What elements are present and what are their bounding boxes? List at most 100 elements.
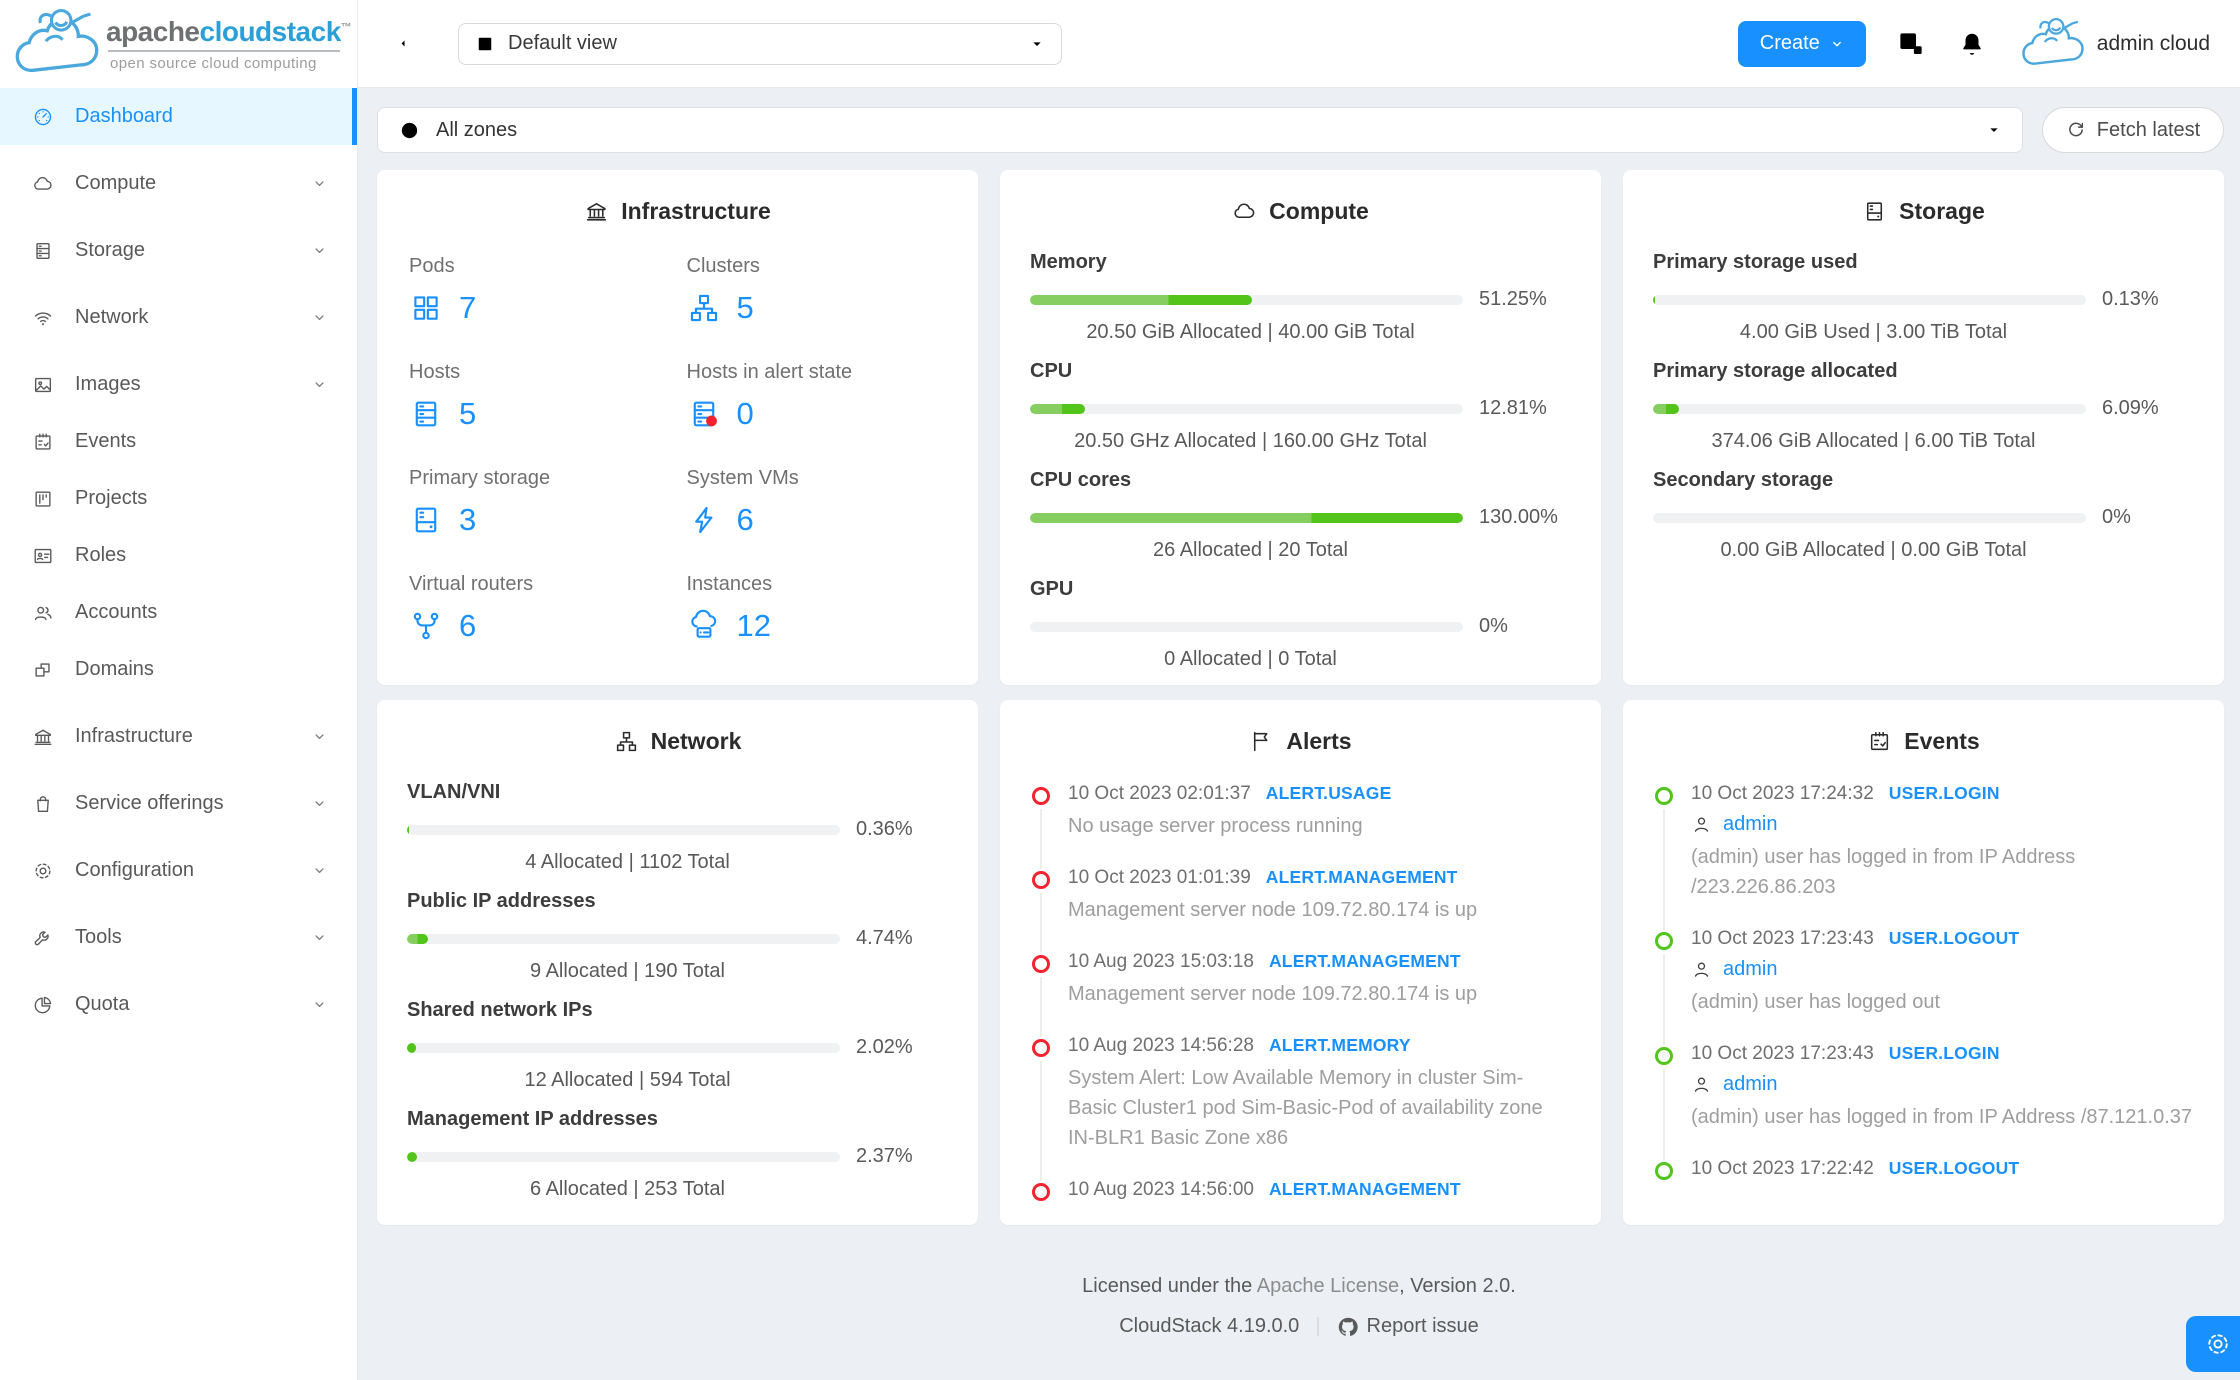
timeline-type-link[interactable]: USER.LOGIN	[1888, 1043, 2000, 1063]
stat-value-link[interactable]: 0	[687, 396, 754, 432]
database-icon	[32, 240, 54, 262]
metric-info: 0 Allocated | 0 Total	[1164, 648, 1337, 670]
stat-value-link[interactable]: 3	[409, 502, 476, 538]
create-button[interactable]: Create	[1737, 20, 1866, 67]
gear-icon	[2204, 1330, 2232, 1358]
stat-value-link[interactable]: 6	[409, 608, 476, 644]
zone-select-value: All zones	[436, 118, 518, 141]
timeline-user-link[interactable]: admin	[1723, 958, 1778, 980]
view-select-value: Default view	[508, 32, 617, 54]
user-name[interactable]: admin cloud	[2096, 31, 2210, 55]
timeline-type-link[interactable]: ALERT.USAGE	[1265, 783, 1392, 803]
metric-percent: 2.02%	[856, 1036, 913, 1058]
card-title-text: Alerts	[1286, 728, 1352, 754]
settings-fab-button[interactable]	[2186, 1316, 2240, 1372]
chevron-down-icon	[1029, 36, 1045, 52]
sidebar-item-tools[interactable]: Tools	[0, 909, 357, 966]
timeline-type-link[interactable]: ALERT.MEMORY	[1268, 1035, 1411, 1055]
sidebar-item-storage[interactable]: Storage	[0, 222, 357, 279]
cloud-icon	[32, 173, 54, 195]
stat-number: 3	[459, 502, 477, 537]
timeline-type-link[interactable]: ALERT.MANAGEMENT	[1265, 867, 1458, 887]
stat-number: 7	[459, 290, 477, 325]
infra-stat-instances: Instances 12	[687, 573, 949, 644]
progress-fill	[1030, 294, 1252, 305]
stat-value-link[interactable]: 5	[687, 290, 754, 326]
storage-card-title: Storage	[1653, 198, 2194, 225]
infra-stat-pods: Pods 7	[409, 255, 671, 326]
stat-value-link[interactable]: 12	[687, 608, 771, 644]
metric-percent: 12.81%	[1479, 397, 1547, 419]
app-logo[interactable]: apachecloudstack™ open source cloud comp…	[0, 0, 357, 88]
stat-value-link[interactable]: 7	[409, 290, 476, 326]
fetch-latest-button[interactable]: Fetch latest	[2042, 107, 2224, 153]
timeline-time: 10 Aug 2023 15:03:18	[1068, 951, 1254, 972]
apache-license-link[interactable]: Apache License	[1256, 1275, 1400, 1297]
brand-tm: ™	[340, 21, 352, 34]
timeline-user-link[interactable]: admin	[1723, 813, 1778, 835]
metric-primary-storage-used: Primary storage used 0.13% 4.00 GiB Used…	[1653, 251, 2194, 344]
metric-cpu: CPU 12.81% 20.50 GHz Allocated | 160.00 …	[1030, 360, 1571, 453]
sidebar-item-events[interactable]: Events	[0, 413, 357, 470]
user-avatar[interactable]	[2015, 15, 2091, 73]
stat-value-link[interactable]: 5	[409, 396, 476, 432]
stat-number: 0	[736, 396, 754, 431]
metric-gpu: GPU 0% 0 Allocated | 0 Total	[1030, 578, 1571, 671]
network-card-title: Network	[407, 728, 948, 755]
view-select[interactable]: Default view	[458, 22, 1062, 65]
globe-icon	[398, 119, 421, 142]
sidebar: apachecloudstack™ open source cloud comp…	[0, 0, 358, 1380]
metric-primary-storage-allocated: Primary storage allocated 6.09% 374.06 G…	[1653, 360, 2194, 453]
timeline-item: 10 Oct 2023 17:22:42 USER.LOGOUT	[1655, 1158, 2194, 1206]
zone-select[interactable]: All zones	[377, 107, 2023, 153]
bolt-icon	[687, 503, 721, 537]
progress-track	[1030, 294, 1463, 305]
compute-card-title: Compute	[1030, 198, 1571, 225]
sidebar-item-infrastructure[interactable]: Infrastructure	[0, 708, 357, 765]
github-icon	[1337, 1316, 1359, 1338]
storage-metrics: Primary storage used 0.13% 4.00 GiB Used…	[1653, 251, 2194, 562]
user-icon	[1691, 1074, 1712, 1095]
metric-info: 4.00 GiB Used | 3.00 TiB Total	[1739, 321, 2008, 343]
timeline-message: Management server node 109.72.80.174 is …	[1068, 983, 1478, 1005]
sidebar-item-service-offerings[interactable]: Service offerings	[0, 775, 357, 832]
stat-label: Virtual routers	[409, 573, 534, 595]
sidebar-item-dashboard[interactable]: Dashboard	[0, 88, 357, 145]
sidebar-item-network[interactable]: Network	[0, 289, 357, 346]
progress-fill	[407, 1042, 416, 1053]
metric-label: Memory	[1030, 251, 1107, 273]
sidebar-item-label: Configuration	[75, 859, 194, 881]
sidebar-item-projects[interactable]: Projects	[0, 470, 357, 527]
timeline-type-link[interactable]: USER.LOGIN	[1888, 783, 2000, 803]
sidebar-item-accounts[interactable]: Accounts	[0, 584, 357, 641]
sidebar-item-domains[interactable]: Domains	[0, 641, 357, 698]
top-bar: Default view Create admin cloud	[358, 0, 2240, 88]
stat-value-link[interactable]: 6	[687, 502, 754, 538]
timeline-time: 10 Aug 2023 14:56:28	[1068, 1035, 1254, 1056]
metric-info: 9 Allocated | 190 Total	[530, 960, 725, 982]
events-card: Events 10 Oct 2023 17:24:32 USER.LOGIN a…	[1623, 700, 2224, 1225]
translate-icon[interactable]	[1896, 29, 1926, 59]
timeline-time: 10 Oct 2023 17:24:32	[1691, 783, 1874, 804]
timeline-user-link[interactable]: admin	[1723, 1073, 1778, 1095]
sidebar-item-images[interactable]: Images	[0, 356, 357, 413]
sidebar-item-roles[interactable]: Roles	[0, 527, 357, 584]
timeline-type-link[interactable]: ALERT.MANAGEMENT	[1268, 1179, 1461, 1199]
sidebar-item-quota[interactable]: Quota	[0, 976, 357, 1033]
chevron-down-icon	[312, 863, 327, 878]
timeline-type-link[interactable]: USER.LOGOUT	[1888, 1158, 2020, 1178]
notifications-bell-icon[interactable]	[1957, 29, 1987, 59]
appstore-icon	[409, 291, 443, 325]
report-issue-link[interactable]: Report issue	[1337, 1315, 1479, 1338]
zone-bar: All zones Fetch latest	[377, 107, 2224, 153]
chevron-down-icon	[312, 729, 327, 744]
timeline-type-link[interactable]: USER.LOGOUT	[1888, 928, 2020, 948]
sidebar-item-label: Domains	[75, 658, 154, 680]
menu-fold-icon[interactable]	[396, 30, 423, 57]
blocks-icon	[32, 659, 54, 681]
sidebar-item-configuration[interactable]: Configuration	[0, 842, 357, 899]
timeline-type-link[interactable]: ALERT.MANAGEMENT	[1268, 951, 1461, 971]
create-button-label: Create	[1759, 32, 1820, 54]
sidebar-item-compute[interactable]: Compute	[0, 155, 357, 212]
metric-percent: 6.09%	[2102, 397, 2159, 419]
